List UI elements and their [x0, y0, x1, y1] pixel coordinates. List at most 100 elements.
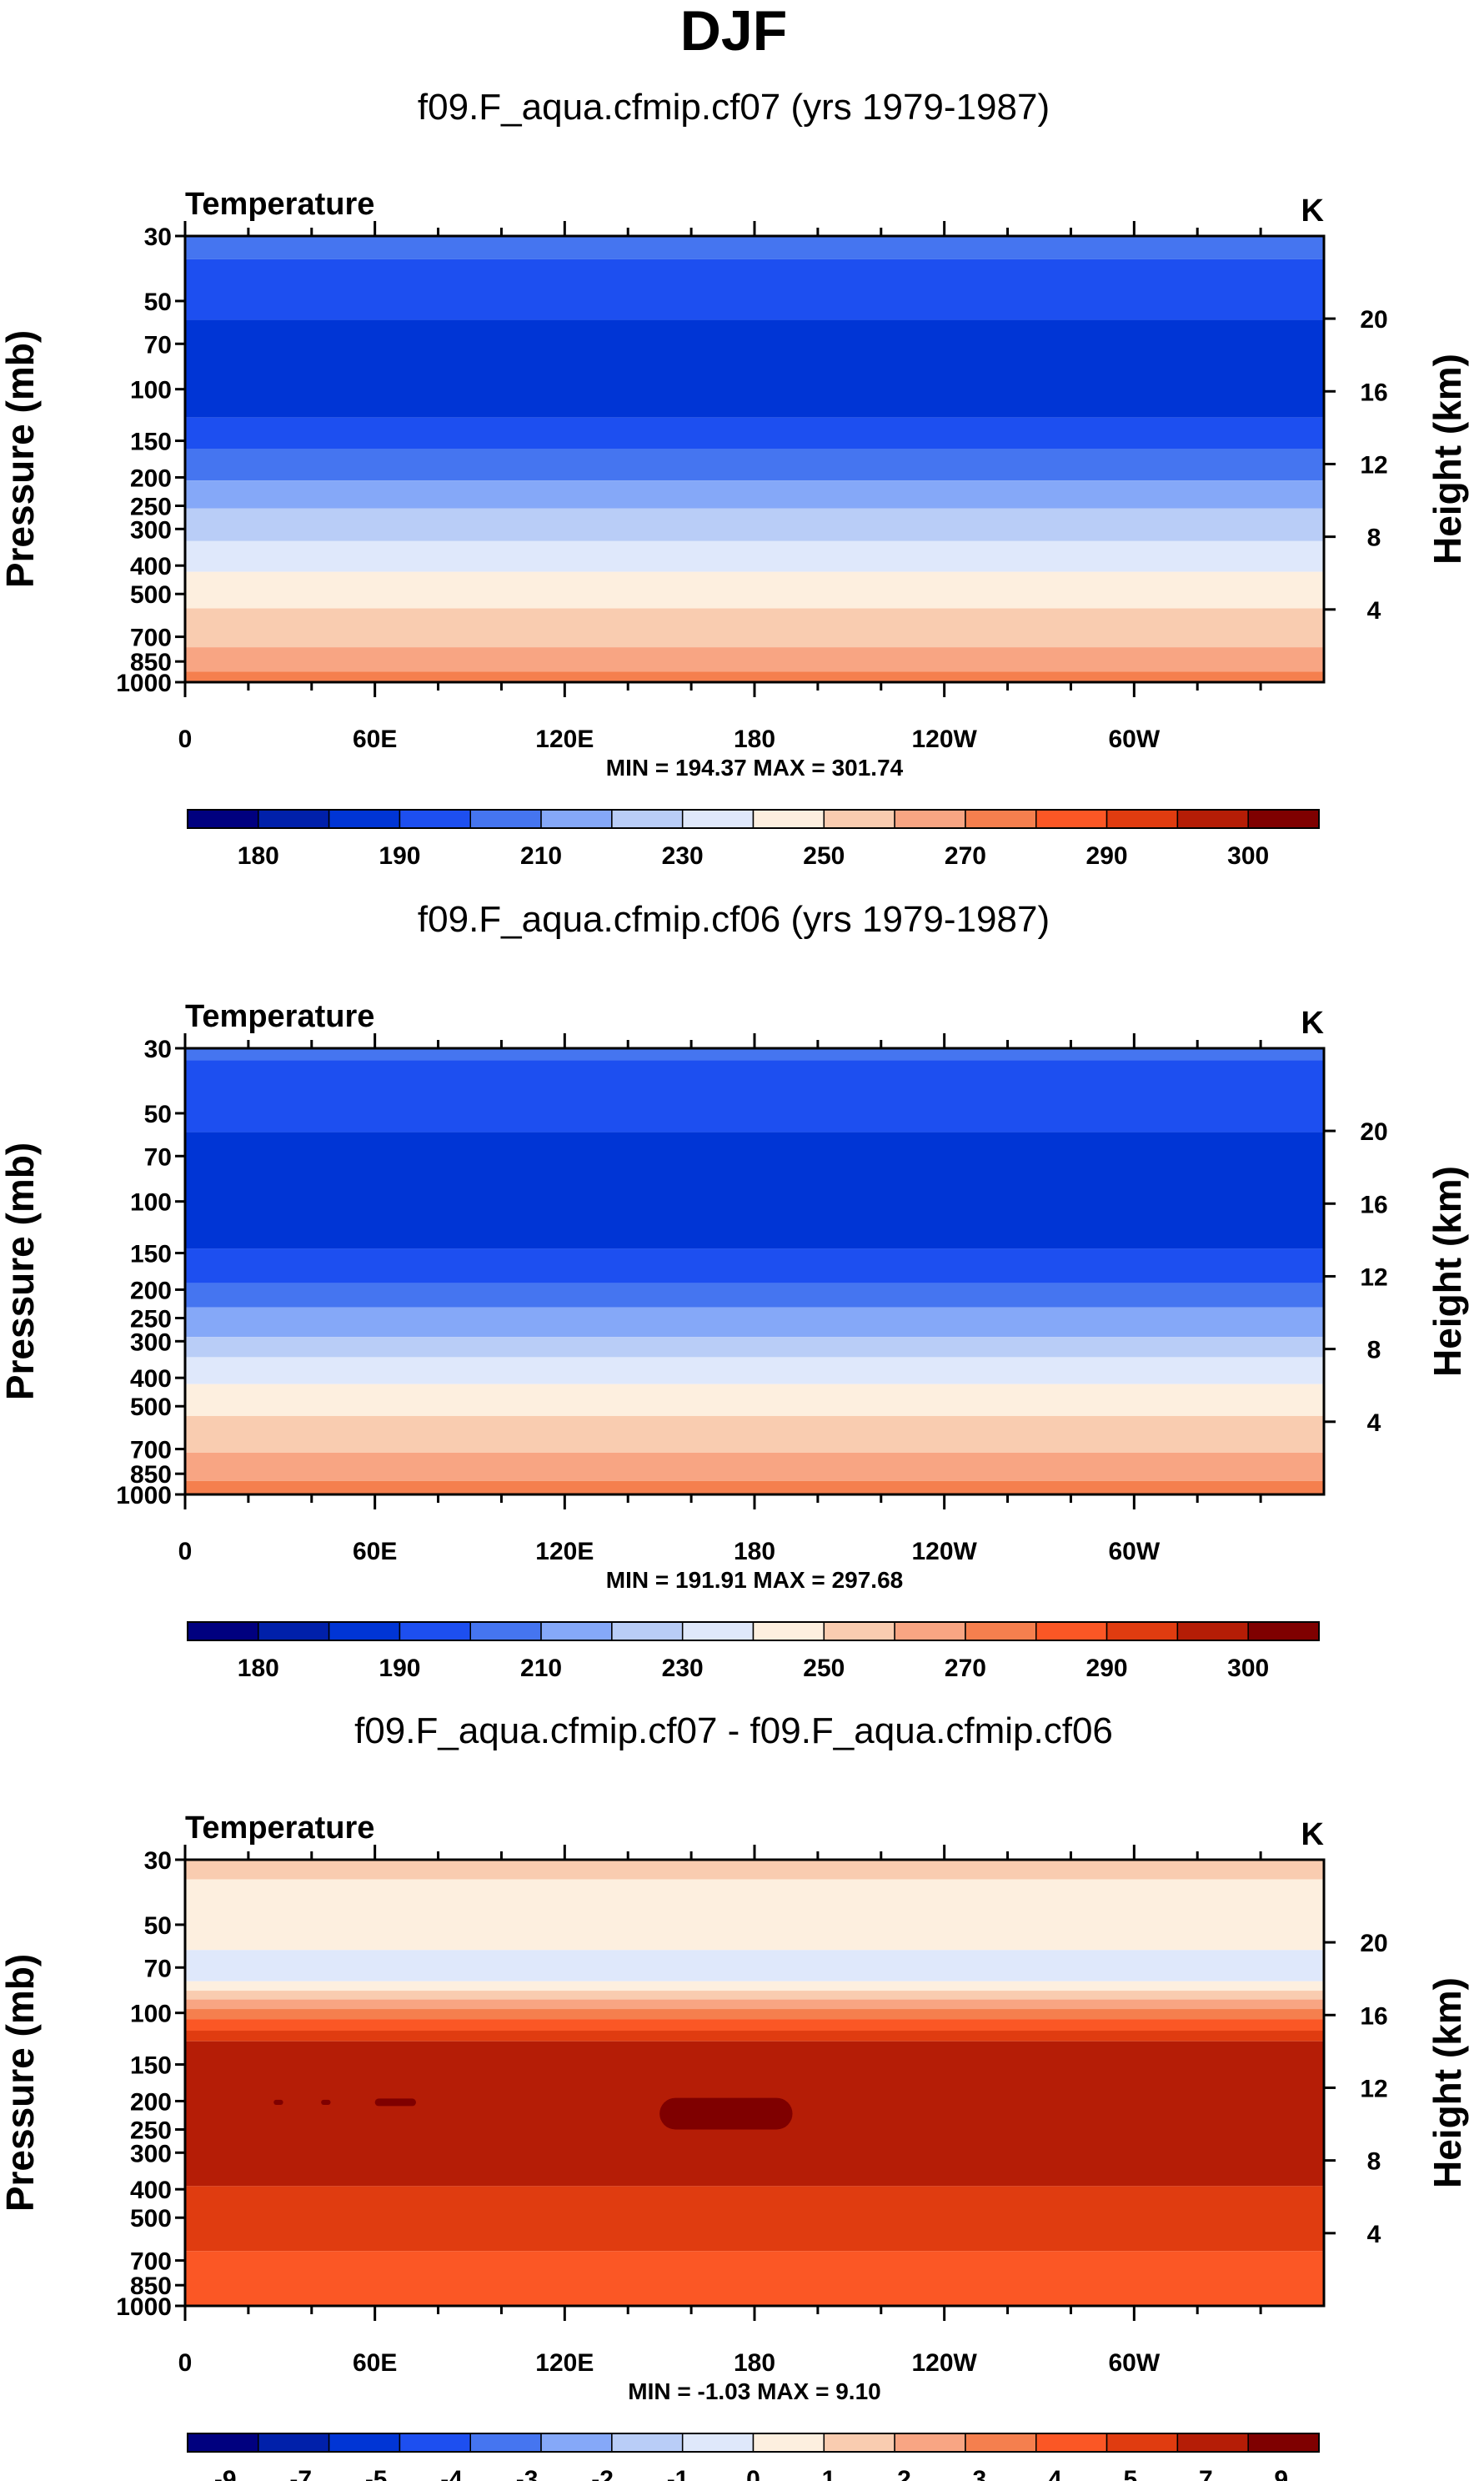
colorbar-swatch: [1176, 2433, 1249, 2453]
contour-band: [185, 1860, 1324, 1880]
colorbar-swatch: [540, 809, 613, 829]
y2-tick-label: 12: [1360, 451, 1387, 479]
colorbar-label: 9: [1274, 2466, 1288, 2481]
y-tick-label: 200: [130, 465, 172, 492]
colorbar-swatch: [1247, 2433, 1320, 2453]
colorbar-swatch: [823, 1621, 895, 1641]
y-tick-label: 150: [130, 429, 172, 456]
contour-patch: [321, 2099, 331, 2105]
colorbar-swatch: [752, 809, 825, 829]
variable-label: Temperature: [185, 187, 374, 222]
colorbar-label: 250: [803, 1655, 845, 1682]
y2-axis-title: Height (km): [1426, 1166, 1469, 1377]
colorbar-swatch: [258, 1621, 330, 1641]
x-tick-label: 180: [734, 726, 775, 753]
colorbar-label: -7: [289, 2466, 312, 2481]
contour-band: [185, 1132, 1324, 1249]
colorbar-swatch: [823, 809, 895, 829]
y-tick-label: 700: [130, 625, 172, 652]
contour-band: [185, 508, 1324, 541]
colorbar-swatch: [894, 2433, 966, 2453]
colorbar-label: 3: [973, 2466, 987, 2481]
colorbar-swatch: [1105, 809, 1179, 829]
colorbar-swatch: [328, 1621, 401, 1641]
contour-patch: [273, 2099, 283, 2105]
colorbar-label: -1: [667, 2466, 689, 2481]
colorbar-swatch: [187, 809, 259, 829]
contour-band: [185, 480, 1324, 509]
colorbar-swatch: [894, 1621, 966, 1641]
y2-tick-label: 8: [1367, 525, 1381, 552]
colorbar-label: 270: [945, 842, 986, 870]
colorbar-swatch: [965, 2433, 1037, 2453]
colorbar-swatch: [399, 809, 471, 829]
y-tick-label: 100: [130, 1189, 172, 1217]
x-tick-label: 180: [734, 1538, 775, 1565]
colorbar-swatch: [681, 809, 755, 829]
colorbar-label: -4: [440, 2466, 463, 2481]
units-label: K: [1301, 193, 1325, 229]
colorbar-label: 300: [1227, 842, 1269, 870]
colorbar-swatch: [1176, 1621, 1249, 1641]
min-max-label: MIN = 191.91 MAX = 297.68: [606, 1567, 903, 1593]
y2-tick-label: 4: [1367, 2221, 1381, 2248]
temperature-difference-panel: f09.F_aqua.cfmip.cf07 - f09.F_aqua.cfmip…: [0, 1710, 1469, 2481]
y-tick-label: 500: [130, 581, 172, 609]
y-tick-label: 150: [130, 1241, 172, 1268]
contour-band: [185, 236, 1324, 259]
colorbar-swatch: [611, 809, 684, 829]
y-tick-label: 50: [144, 289, 172, 316]
y-tick-label: 850: [130, 2273, 172, 2300]
y-tick-label: 250: [130, 2117, 172, 2144]
colorbar-swatch: [469, 1621, 542, 1641]
contour-band: [185, 2031, 1324, 2042]
contour-patch: [374, 2098, 416, 2107]
colorbar-swatch: [1105, 2433, 1179, 2453]
panel-title: f09.F_aqua.cfmip.cf06 (yrs 1979-1987): [418, 899, 1050, 940]
y-tick-label: 50: [144, 1101, 172, 1128]
colorbar-swatch: [540, 2433, 613, 2453]
variable-label: Temperature: [185, 1811, 374, 1846]
colorbar-label: 290: [1086, 842, 1128, 870]
colorbar-swatch: [1247, 1621, 1320, 1641]
contour-band: [185, 2019, 1324, 2032]
colorbar-swatch: [258, 2433, 330, 2453]
temperature-panel-cf07: f09.F_aqua.cfmip.cf07 (yrs 1979-1987) Tem…: [0, 87, 1469, 870]
contour-band: [185, 1452, 1324, 1481]
y-tick-label: 70: [144, 1143, 172, 1171]
colorbar-swatch: [752, 2433, 825, 2453]
colorbar-swatch: [399, 1621, 471, 1641]
colorbar-swatch: [1247, 809, 1320, 829]
contour-band: [185, 259, 1324, 320]
colorbar-label: 230: [662, 1655, 704, 1682]
colorbar-swatch: [823, 2433, 895, 2453]
figure-title: DJF: [680, 0, 787, 63]
contour-band: [185, 540, 1324, 572]
x-tick-label: 120E: [535, 726, 594, 753]
x-tick-label: 0: [178, 726, 193, 753]
x-tick-label: 180: [734, 2349, 775, 2377]
colorbar-label: 230: [662, 842, 704, 870]
colorbar-swatch: [681, 2433, 755, 2453]
y2-axis-title: Height (km): [1426, 354, 1469, 565]
colorbar-swatch: [328, 2433, 401, 2453]
colorbar-label: 250: [803, 842, 845, 870]
colorbar-label: 180: [238, 842, 279, 870]
y-tick-label: 200: [130, 1277, 172, 1304]
colorbar-swatch: [1176, 809, 1249, 829]
y-tick-label: 700: [130, 2248, 172, 2276]
x-tick-label: 60W: [1108, 1538, 1160, 1565]
y2-tick-label: 8: [1367, 1337, 1381, 1364]
y-tick-label: 300: [130, 516, 172, 544]
y-tick-label: 70: [144, 1955, 172, 1982]
y-tick-label: 1000: [116, 1482, 172, 1509]
contour-band: [185, 1879, 1324, 1951]
contour-band: [185, 671, 1324, 682]
colorbar-frame: [187, 1621, 1320, 1641]
y2-tick-label: 12: [1360, 1263, 1387, 1291]
y-tick-label: 400: [130, 553, 172, 580]
y-tick-label: 250: [130, 1305, 172, 1333]
colorbar-frame: [187, 809, 1320, 829]
x-tick-label: 60W: [1108, 726, 1160, 753]
